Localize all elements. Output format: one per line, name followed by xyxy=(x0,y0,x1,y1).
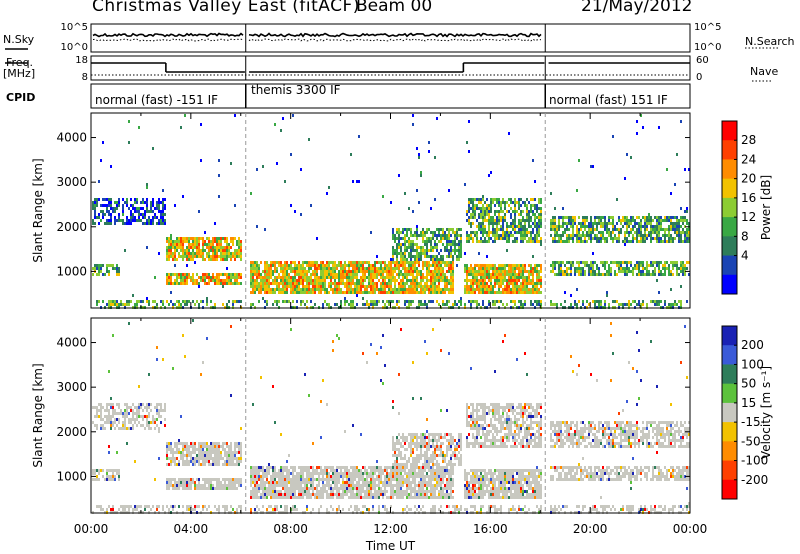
power-colorbar-label-2: 20 xyxy=(741,172,756,186)
power-heatmap-cells xyxy=(92,114,690,309)
noise-panel-frame xyxy=(90,23,691,53)
power-colorbar-seg-1 xyxy=(722,140,737,160)
noise-left-tick-top: 10^5 xyxy=(61,22,88,33)
velocity-ylabel: Slant Range [km] xyxy=(31,363,45,467)
power-ytick-label-0: 1000 xyxy=(56,264,87,278)
nsearch-series-line xyxy=(92,38,542,42)
velocity-colorbar-label-4: -15 xyxy=(741,415,761,429)
power-colorbar-label-6: 4 xyxy=(741,249,749,263)
freq-unit-label: [MHz] xyxy=(3,67,36,80)
velocity-colorbar-label-7: -200 xyxy=(741,473,768,487)
nave-right-tick-top: 60 xyxy=(696,55,709,66)
velocity-colorbar-seg-2 xyxy=(722,364,737,385)
velocity-colorbar-seg-8 xyxy=(722,479,737,500)
noise-right-tick-bottom: 10^0 xyxy=(694,42,721,53)
power-colorbar-seg-8 xyxy=(722,274,737,295)
power-colorbar-seg-3 xyxy=(722,178,737,199)
velocity-colorbar-label-1: 100 xyxy=(741,357,764,371)
velocity-colorbar-seg-6 xyxy=(722,441,737,462)
velocity-ytick-label-3: 4000 xyxy=(56,336,87,350)
noise-left-tick-bottom: 10^0 xyxy=(61,42,88,53)
velocity-colorbar-seg-5 xyxy=(722,422,737,442)
freq-label: Freq. xyxy=(6,56,34,69)
nave-right-tick-bottom: 0 xyxy=(696,72,702,83)
xtick-label-4: 16:00 xyxy=(473,522,508,536)
velocity-colorbar-seg-3 xyxy=(722,383,737,404)
velocity-ytick-label-2: 3000 xyxy=(56,380,87,394)
power-ylabel: Slant Range [km] xyxy=(31,158,45,262)
cpid-label: CPID xyxy=(6,91,36,104)
power-ytick-label-2: 3000 xyxy=(56,175,87,189)
power-colorbar-label-1: 24 xyxy=(741,152,756,166)
velocity-colorbar-label-3: 15 xyxy=(741,396,756,410)
power-colorbar-title: Power [dB] xyxy=(759,175,773,240)
cpid-panel-frame xyxy=(90,83,691,109)
power-colorbar-seg-4 xyxy=(722,197,737,218)
power-colorbar-label-4: 12 xyxy=(741,210,756,224)
page-title: Christmas Valley East (fitACF) xyxy=(92,0,360,16)
velocity-colorbar-label-5: -50 xyxy=(741,434,761,448)
power-colorbar-seg-5 xyxy=(722,217,737,237)
power-colorbar-label-5: 8 xyxy=(741,229,749,243)
xtick-label-1: 04:00 xyxy=(174,522,209,536)
xtick-label-0: 00:00 xyxy=(74,522,109,536)
freq-left-tick-bottom: 8 xyxy=(82,72,88,83)
xtick-label-6: 00:00 xyxy=(673,522,708,536)
velocity-colorbar-seg-4 xyxy=(722,402,737,423)
power-colorbar-label-0: 28 xyxy=(741,133,756,147)
velocity-colorbar-frame xyxy=(721,325,738,500)
freq-left-tick-top: 18 xyxy=(75,55,88,66)
power-colorbar-seg-2 xyxy=(722,159,737,180)
power-colorbar-seg-0 xyxy=(722,121,737,141)
velocity-colorbar-label-0: 200 xyxy=(741,338,764,352)
velocity-ytick-label-1: 2000 xyxy=(56,425,87,439)
date-label: 21/May/2012 xyxy=(581,0,693,16)
nave-label: Nave xyxy=(750,65,779,78)
cpid-mode-1: normal (fast) -151 IF xyxy=(95,93,219,107)
power-colorbar-seg-7 xyxy=(722,255,737,276)
x-axis-label: Time UT xyxy=(365,539,416,553)
velocity-heatmap-cells xyxy=(92,319,690,514)
velocity-colorbar-label-2: 50 xyxy=(741,377,756,391)
power-colorbar-frame xyxy=(721,120,738,295)
nsky-series-line xyxy=(92,32,542,38)
power-colorbar-seg-6 xyxy=(722,236,737,257)
power-colorbar-label-3: 16 xyxy=(741,191,756,205)
velocity-colorbar-label-6: -100 xyxy=(741,454,768,468)
noise-right-tick-top: 10^5 xyxy=(694,22,721,33)
xtick-label-2: 08:00 xyxy=(273,522,308,536)
power-ytick-label-3: 4000 xyxy=(56,131,87,145)
cpid-mode-2: themis 3300 IF xyxy=(251,83,341,97)
xtick-label-3: 12:00 xyxy=(373,522,408,536)
freq-panel-frame xyxy=(90,55,691,81)
xtick-label-5: 20:00 xyxy=(573,522,608,536)
velocity-colorbar-seg-7 xyxy=(722,460,737,481)
nsearch-label: N.Search xyxy=(745,35,795,48)
velocity-colorbar-seg-1 xyxy=(722,345,737,365)
velocity-colorbar-seg-0 xyxy=(722,326,737,346)
nsky-label: N.Sky xyxy=(3,33,35,46)
velocity-ytick-label-0: 1000 xyxy=(56,469,87,483)
cpid-mode-3: normal (fast) 151 IF xyxy=(549,93,668,107)
power-ytick-label-1: 2000 xyxy=(56,220,87,234)
velocity-colorbar-title: Velocity [m s⁻¹] xyxy=(759,366,773,459)
beam-label: Beam 00 xyxy=(356,0,433,16)
